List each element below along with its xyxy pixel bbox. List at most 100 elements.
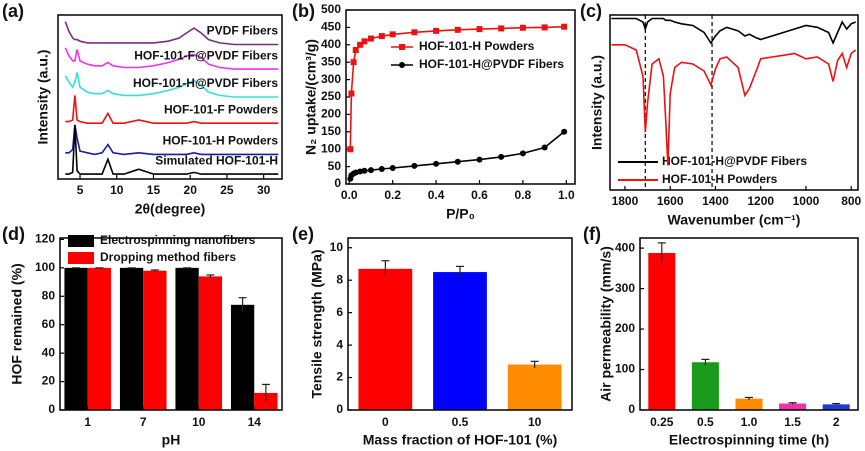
y-tick-label: 450 [321, 20, 341, 34]
x-tick-label: 0 [382, 415, 389, 429]
x-tick-label: 10 [110, 183, 124, 197]
series-line [65, 124, 279, 175]
point [476, 26, 483, 33]
legend-label: HOF-101-H@PVDF Fibers [133, 76, 278, 90]
x-tick-label: 800 [841, 194, 861, 208]
y-tick-label: 350 [321, 54, 341, 68]
bar [119, 267, 144, 410]
point [433, 27, 440, 34]
x-tick-label: 1.0 [558, 188, 575, 202]
legend-label: Simulated HOF-101-H [155, 153, 278, 167]
y-tick-label: 300 [321, 72, 341, 86]
panel-label: (d) [2, 224, 25, 244]
legend-marker [399, 44, 405, 50]
legend-swatch [68, 235, 94, 247]
series-line [65, 124, 279, 156]
bar [64, 267, 88, 410]
point [348, 90, 355, 97]
x-tick-label: 15 [147, 183, 161, 197]
y-tick-label: 120 [35, 232, 55, 246]
y-axis-label: Intensity (a.u.) [35, 50, 51, 145]
x-tick-label: 7 [140, 415, 147, 429]
x-tick-label: 1000 [793, 194, 820, 208]
point [498, 153, 505, 160]
point [352, 47, 359, 54]
legend-label: HOF-101-F Powders [164, 102, 278, 116]
point [347, 146, 354, 153]
y-axis-label: Intensity (a.u.) [589, 55, 605, 150]
x-axis-label: pH [162, 432, 181, 448]
panel-label: (b) [292, 1, 315, 21]
point [519, 24, 526, 31]
legend-label: Dropping method fibers [100, 250, 236, 264]
legend-label: HOF-101-H@PVDF Fibers [419, 57, 564, 71]
series-line [64, 47, 279, 70]
bar [433, 272, 487, 410]
point [454, 26, 461, 33]
x-tick-label: 20 [184, 183, 198, 197]
x-tick-label: 30 [257, 183, 271, 197]
y-tick-label: 40 [42, 345, 56, 359]
x-tick-label: 0.5 [697, 415, 714, 429]
legend-marker [399, 62, 405, 68]
bar [175, 267, 199, 410]
y-tick-label: 80 [42, 288, 56, 302]
series-line [65, 95, 279, 124]
x-tick-label: 2 [833, 415, 840, 429]
legend-label: HOF-101-H@PVDF Fibers [662, 154, 807, 168]
point [367, 35, 374, 42]
x-tick-label: 0.6 [471, 188, 488, 202]
point [561, 23, 568, 30]
y-axis-label: HOF remained (%) [9, 263, 25, 384]
y-tick-label: 100 [615, 362, 635, 376]
y-tick-label: 500 [321, 2, 341, 16]
plot-frame [639, 237, 859, 411]
y-tick-label: 0 [628, 402, 635, 416]
legend-label: Electrospinning nanofibers [100, 233, 256, 247]
y-tick-label: 4 [336, 337, 343, 351]
point [541, 144, 548, 151]
bar [230, 304, 255, 410]
plot-frame [59, 237, 283, 411]
x-tick-label: 0.8 [515, 188, 532, 202]
y-tick-label: 150 [321, 124, 341, 138]
y-tick-label: 250 [321, 89, 341, 103]
y-tick-label: 100 [321, 141, 341, 155]
point [378, 33, 385, 40]
y-axis-label: N₂ uptake/(cm³/g) [303, 39, 319, 155]
x-axis-label: P/P₀ [446, 206, 475, 222]
series-line [611, 17, 856, 46]
y-tick-label: 400 [615, 240, 635, 254]
x-tick-label: 5 [77, 183, 84, 197]
x-tick-label: 1.0 [741, 415, 758, 429]
y-tick-label: 0 [336, 402, 343, 416]
bar [648, 252, 676, 410]
x-tick-label: 1200 [747, 194, 774, 208]
y-tick-label: 400 [321, 37, 341, 51]
x-tick-label: 0.25 [650, 415, 674, 429]
y-axis-label: Air permeability (mm/s) [598, 246, 614, 402]
bar [735, 398, 763, 410]
point [367, 167, 374, 174]
point [411, 29, 418, 36]
x-axis-label: Mass fraction of HOF-101 (%) [363, 432, 557, 448]
x-tick-label: 1.5 [784, 415, 801, 429]
series-line [64, 72, 279, 98]
plot-frame [57, 14, 283, 180]
bar [198, 276, 223, 410]
y-tick-label: 60 [42, 317, 56, 331]
point [350, 59, 357, 66]
x-tick-label: 0.2 [384, 188, 401, 202]
series-line [64, 21, 279, 46]
point [378, 166, 385, 173]
y-tick-label: 0 [48, 402, 55, 416]
point [411, 162, 418, 169]
y-tick-label: 8 [336, 272, 343, 286]
x-tick-label: 0.4 [428, 188, 445, 202]
bar [507, 364, 562, 410]
bar [358, 268, 413, 410]
panel-label: (e) [292, 224, 314, 244]
legend-swatch [68, 252, 94, 264]
bar [691, 362, 719, 410]
